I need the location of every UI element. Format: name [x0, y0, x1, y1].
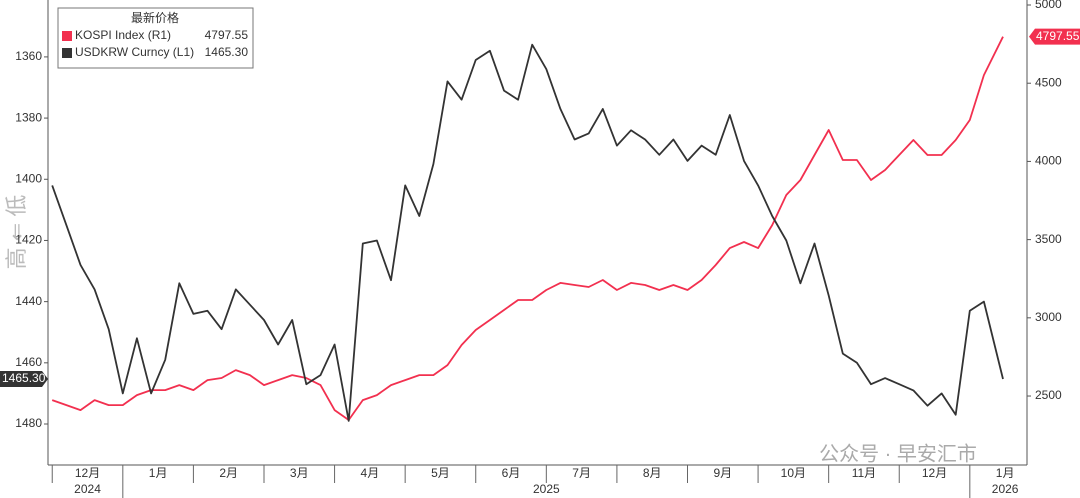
- x-tick-label: 4月: [361, 466, 380, 480]
- x-tick-label: 8月: [643, 466, 662, 480]
- y2-tick-label: 3500: [1035, 232, 1062, 246]
- x-tick-label: 1月: [996, 466, 1015, 480]
- y-tick-label: 1440: [15, 294, 42, 308]
- y-tick-label: 1360: [15, 49, 42, 63]
- y-tick-label: 1460: [15, 355, 42, 369]
- x-tick-label: 12月: [75, 466, 100, 480]
- y-tick-label: 1420: [15, 233, 42, 247]
- y2-tick-label: 4000: [1035, 154, 1062, 168]
- x-tick-label: 3月: [290, 466, 309, 480]
- x-tick-label: 10月: [781, 466, 806, 480]
- x-tick-label: 2月: [219, 466, 238, 480]
- legend-swatch: [62, 48, 72, 58]
- x-tick-label: 6月: [502, 466, 521, 480]
- legend-label: KOSPI Index (R1): [75, 28, 171, 42]
- y2-tick-label: 3000: [1035, 310, 1062, 324]
- watermark: 公众号 · 早安汇市: [819, 442, 977, 465]
- axis-note: 高 ⇐ 低: [4, 195, 29, 270]
- x-tick-label: 7月: [572, 466, 591, 480]
- legend-box: [57, 7, 254, 69]
- series-line: [51, 36, 1004, 421]
- legend-label: USDKRW Curncy (L1): [75, 45, 194, 59]
- y2-tick-label: 2500: [1035, 388, 1062, 402]
- x-tick-label: 1月: [149, 466, 168, 480]
- x-year-label: 2024: [74, 482, 101, 496]
- y-tick-label: 1380: [15, 110, 42, 124]
- x-tick-label: 9月: [713, 466, 732, 480]
- legend-swatch: [62, 31, 72, 41]
- y-tick-label: 1480: [15, 416, 42, 430]
- x-tick-label: 5月: [431, 466, 450, 480]
- legend-value: 1465.30: [205, 45, 249, 59]
- y2-tick-label: 5000: [1035, 0, 1062, 11]
- legend-title: 最新价格: [131, 10, 179, 25]
- last-value-label: 1465.30: [2, 371, 46, 385]
- last-value-label: 4797.55: [1036, 29, 1080, 43]
- y2-tick-label: 4500: [1035, 75, 1062, 89]
- last-value-tag: [0, 371, 48, 388]
- x-tick-label: 11月: [852, 466, 876, 480]
- legend-value: 4797.55: [205, 28, 249, 42]
- legend: 最新价格 KOSPI Index (R1) 4797.55 USDKRW Curncy…: [57, 7, 254, 69]
- last-value-tag: [1029, 28, 1080, 45]
- series-line: [51, 43, 1004, 422]
- x-tick-label: 12月: [922, 466, 947, 480]
- y-tick-label: 1400: [15, 171, 42, 185]
- x-year-label: 2025: [533, 482, 560, 496]
- x-year-label: 2026: [992, 482, 1019, 496]
